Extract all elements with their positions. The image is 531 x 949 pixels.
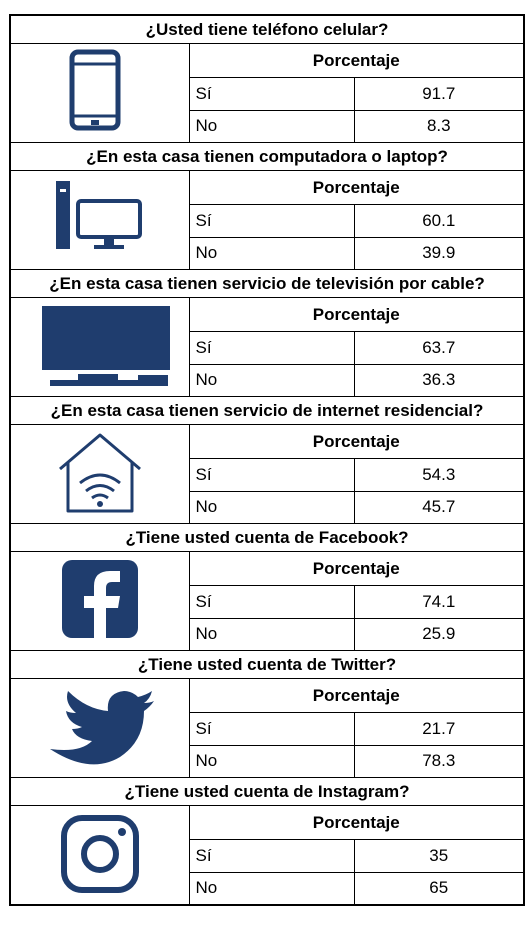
icon (49, 691, 154, 765)
icon-cell (9, 678, 190, 778)
percentage-value: 25.9 (353, 617, 525, 652)
icon (60, 815, 139, 893)
survey-table: ¿Usted tiene teléfono celular? Porcentaje… (9, 14, 526, 906)
answer-label: Sí (188, 77, 355, 111)
icon (58, 433, 141, 513)
icon (61, 560, 138, 638)
answer-label: No (188, 744, 355, 779)
column-header: Porcentaje (188, 42, 525, 79)
question-row: ¿Usted tiene teléfono celular? (9, 14, 525, 44)
header-row: Porcentaje (9, 42, 525, 143)
header-row: Porcentaje (9, 296, 525, 397)
question-cell: ¿Usted tiene teléfono celular? (9, 14, 525, 44)
question: ¿Tiene usted cuenta de Facebook? (125, 527, 409, 547)
icon-cell (9, 297, 190, 397)
percentage-value: 65 (353, 871, 525, 906)
percentage-value: 91.7 (353, 77, 525, 111)
percentage-value: 63.7 (353, 331, 525, 365)
question-row: ¿En esta casa tienen servicio de televis… (9, 269, 525, 298)
answer-label: Sí (188, 204, 355, 238)
data-row: No 45.7 (10, 490, 525, 525)
percentage-value: 45.7 (353, 490, 525, 525)
icon-cell (9, 170, 190, 270)
column-header: Porcentaje (188, 677, 525, 714)
column-header: Porcentaje (188, 550, 525, 587)
question-cell: ¿Tiene usted cuenta de Instagram? (9, 777, 525, 806)
data-row: No 65 (10, 871, 525, 906)
data-row: No 39.9 (10, 236, 525, 271)
column-header: Porcentaje (188, 804, 525, 841)
icon (69, 49, 121, 131)
data-row: No 8.3 (10, 109, 525, 144)
icon-cell (9, 551, 190, 651)
question-row: ¿En esta casa tienen computadora o lapto… (9, 142, 525, 171)
question: ¿En esta casa tienen servicio de interne… (50, 400, 484, 420)
table-body: ¿Usted tiene teléfono celular? Porcentaje… (9, 14, 525, 906)
percentage-value: 74.1 (353, 585, 525, 619)
answer-label: No (188, 871, 355, 906)
question-row: ¿En esta casa tienen servicio de interne… (9, 396, 525, 425)
data-row: No 36.3 (10, 363, 525, 398)
column-header: Porcentaje (188, 296, 525, 333)
percentage-value: 60.1 (353, 204, 525, 238)
question: ¿En esta casa tienen servicio de televis… (49, 273, 485, 293)
data-row: Sí 74.1 (10, 585, 525, 619)
answer-label: No (188, 490, 355, 525)
icon (41, 306, 170, 386)
question-row: ¿Tiene usted cuenta de Facebook? (9, 523, 525, 552)
header-row: Porcentaje (9, 169, 525, 270)
data-row: No 78.3 (10, 744, 525, 779)
header-row: Porcentaje (9, 423, 525, 524)
question: ¿En esta casa tienen computadora o lapto… (86, 146, 448, 166)
question: ¿Tiene usted cuenta de Instagram? (124, 781, 410, 801)
question-row: ¿Tiene usted cuenta de Twitter? (9, 650, 525, 679)
question-cell: ¿En esta casa tienen servicio de televis… (9, 269, 525, 298)
header-row: Porcentaje (9, 550, 525, 651)
percentage-value: 35 (353, 839, 525, 873)
percentage-value: 54.3 (353, 458, 525, 492)
answer-label: No (188, 236, 355, 271)
answer-label: Sí (188, 458, 355, 492)
column-header: Porcentaje (188, 423, 525, 460)
column-header: Porcentaje (188, 169, 525, 206)
percentage-value: 39.9 (353, 236, 525, 271)
percentage-value: 21.7 (353, 712, 525, 746)
answer-label: Sí (188, 712, 355, 746)
data-row: Sí 35 (10, 839, 525, 873)
answer-label: No (188, 109, 355, 144)
header-row: Porcentaje (9, 804, 525, 906)
answer-label: Sí (188, 331, 355, 365)
answer-label: No (188, 363, 355, 398)
data-row: Sí 60.1 (10, 204, 525, 238)
icon-cell (9, 43, 190, 143)
header-row: Porcentaje (9, 677, 525, 778)
icon-cell (9, 805, 190, 906)
icon-cell (9, 424, 190, 524)
percentage-value: 78.3 (353, 744, 525, 779)
question-cell: ¿Tiene usted cuenta de Twitter? (9, 650, 525, 679)
question-row: ¿Tiene usted cuenta de Instagram? (9, 777, 525, 806)
question: ¿Usted tiene teléfono celular? (145, 19, 389, 39)
question-cell: ¿En esta casa tienen servicio de interne… (9, 396, 525, 425)
data-row: No 25.9 (10, 617, 525, 652)
icon (55, 181, 142, 249)
answer-label: No (188, 617, 355, 652)
question-cell: ¿Tiene usted cuenta de Facebook? (9, 523, 525, 552)
question-cell: ¿En esta casa tienen computadora o lapto… (9, 142, 525, 171)
answer-label: Sí (188, 839, 355, 873)
percentage-value: 36.3 (353, 363, 525, 398)
answer-label: Sí (188, 585, 355, 619)
percentage-value: 8.3 (353, 109, 525, 144)
question: ¿Tiene usted cuenta de Twitter? (137, 654, 397, 674)
